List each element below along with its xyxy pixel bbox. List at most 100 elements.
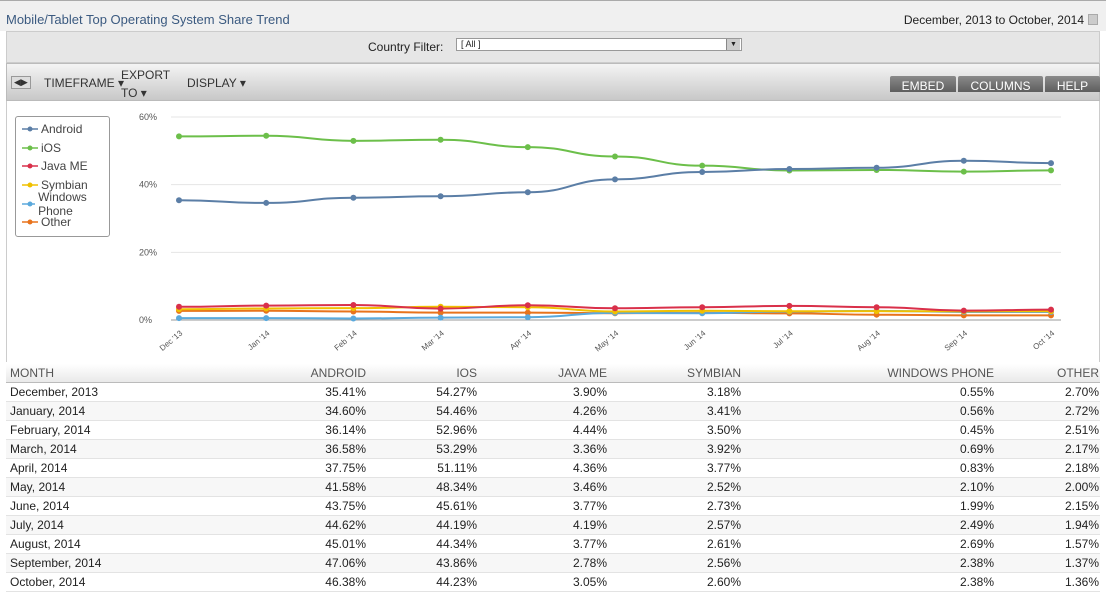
column-header[interactable]: JAVA ME	[478, 364, 608, 383]
legend-label: Windows Phone	[38, 189, 87, 218]
data-point[interactable]	[176, 197, 182, 204]
table-cell: 2.56%	[608, 553, 742, 573]
data-point[interactable]	[1048, 167, 1054, 174]
column-header[interactable]: IOS	[367, 364, 478, 383]
data-point[interactable]	[786, 302, 793, 309]
table-cell: 1.36%	[995, 572, 1100, 592]
legend-item[interactable]: Other	[22, 213, 109, 232]
data-point[interactable]	[786, 166, 793, 173]
legend-label: Symbian	[41, 178, 88, 193]
table-cell: 37.75%	[306, 458, 367, 478]
timeframe-menu[interactable]: TIMEFRAME ▾	[44, 76, 125, 90]
display-menu[interactable]: DISPLAY ▾	[187, 76, 246, 90]
legend-item[interactable]: Windows Phone	[22, 190, 109, 218]
table-cell: 54.46%	[367, 401, 478, 421]
legend-item[interactable]: Java ME	[22, 157, 109, 176]
chart-area: 0% 20% 40% 60% Dec '13 Jan '14 Feb '14 Mar '14 A…	[6, 101, 1100, 362]
chevron-down-icon[interactable]: ▼	[726, 39, 740, 50]
date-range: December, 2013 to October, 2014	[903, 13, 1084, 27]
legend-item[interactable]: Android	[22, 120, 109, 139]
data-point[interactable]	[176, 315, 182, 322]
export-menu[interactable]: EXPORT TO ▾	[121, 68, 170, 100]
data-point[interactable]	[437, 305, 444, 312]
data-point[interactable]	[524, 309, 531, 316]
data-point[interactable]	[263, 199, 270, 206]
data-point[interactable]	[612, 153, 618, 160]
table-cell: 41.58%	[306, 477, 367, 497]
table-row: December, 2013 35.41% 54.27% 3.90% 3.18% 0.55…	[6, 382, 1100, 402]
data-point[interactable]	[437, 314, 444, 321]
table-cell: 2.38%	[742, 553, 995, 573]
toolbar: ◀▶ TIMEFRAME ▾ EXPORT TO ▾ DISPLAY ▾ EMB…	[6, 63, 1100, 101]
table-cell: 3.77%	[478, 496, 608, 516]
data-point[interactable]	[960, 157, 967, 164]
table-cell: 52.96%	[367, 420, 478, 440]
column-header[interactable]: WINDOWS PHONE	[742, 364, 995, 383]
column-header[interactable]: OTHER	[995, 364, 1100, 383]
scroll-arrows-icon[interactable]: ◀▶	[11, 76, 31, 89]
calendar-icon[interactable]	[1088, 14, 1098, 25]
table-cell: 48.34%	[367, 477, 478, 497]
data-point[interactable]	[612, 176, 618, 183]
month-cell: June, 2014	[6, 496, 306, 516]
title-bar: Mobile/Tablet Top Operating System Share…	[0, 3, 1106, 31]
table-cell: 2.61%	[608, 534, 742, 554]
table-cell: 1.37%	[995, 553, 1100, 573]
table-cell: 35.41%	[306, 382, 367, 402]
data-point[interactable]	[786, 308, 793, 315]
data-point[interactable]	[350, 137, 357, 144]
data-point[interactable]	[699, 168, 706, 175]
help-button[interactable]: HELP	[1045, 76, 1100, 92]
table-cell: 0.55%	[742, 382, 995, 402]
legend-marker-icon	[22, 201, 36, 207]
data-point[interactable]	[960, 168, 967, 175]
legend-item[interactable]: Symbian	[22, 176, 109, 195]
data-point[interactable]	[176, 303, 182, 310]
table-row: June, 2014 43.75% 45.61% 3.77% 2.73% 1.99% 2.1…	[6, 496, 1100, 516]
data-point[interactable]	[524, 302, 531, 309]
data-point[interactable]	[263, 302, 270, 309]
country-filter-label: Country Filter:	[368, 40, 444, 54]
table-cell: 2.70%	[995, 382, 1100, 402]
data-point[interactable]	[1048, 306, 1054, 313]
data-point[interactable]	[1048, 160, 1054, 167]
column-header[interactable]: SYMBIAN	[608, 364, 742, 383]
data-point[interactable]	[524, 144, 531, 151]
data-point[interactable]	[699, 162, 706, 169]
data-point[interactable]	[960, 307, 967, 314]
column-header[interactable]: MONTH	[6, 364, 306, 383]
country-filter-select[interactable]: [ All ] ▼	[456, 38, 742, 51]
data-point[interactable]	[176, 133, 182, 140]
data-table: MONTH ANDROID IOS JAVA ME SYMBIAN WINDOWS PHO…	[6, 364, 1100, 592]
data-point[interactable]	[524, 189, 531, 196]
table-cell: 2.38%	[742, 572, 995, 592]
table-cell: 3.18%	[608, 382, 742, 402]
column-header[interactable]: ANDROID	[306, 364, 367, 383]
columns-button[interactable]: COLUMNS	[958, 76, 1043, 92]
data-point[interactable]	[350, 301, 357, 308]
data-point[interactable]	[263, 132, 270, 139]
data-point[interactable]	[437, 136, 444, 143]
table-cell: 43.86%	[367, 553, 478, 573]
legend-label: Android	[41, 122, 83, 137]
embed-button[interactable]: EMBED	[890, 76, 956, 92]
data-point[interactable]	[612, 305, 618, 312]
table-cell: 2.15%	[995, 496, 1100, 516]
month-cell: May, 2014	[6, 477, 306, 497]
data-point[interactable]	[437, 193, 444, 200]
data-point[interactable]	[263, 315, 270, 322]
table-cell: 46.38%	[306, 572, 367, 592]
table-cell: 2.78%	[478, 553, 608, 573]
table-cell: 3.50%	[608, 420, 742, 440]
table-cell: 4.36%	[478, 458, 608, 478]
data-point[interactable]	[873, 304, 880, 311]
data-point[interactable]	[350, 194, 357, 201]
table-cell: 4.26%	[478, 401, 608, 421]
x-tick-label: Dec '13	[158, 328, 185, 353]
data-point[interactable]	[524, 314, 531, 321]
data-point[interactable]	[873, 164, 880, 171]
data-point[interactable]	[350, 315, 357, 322]
legend-item[interactable]: iOS	[22, 139, 109, 158]
country-filter-value: [ All ]	[461, 39, 481, 49]
data-point[interactable]	[699, 304, 706, 311]
